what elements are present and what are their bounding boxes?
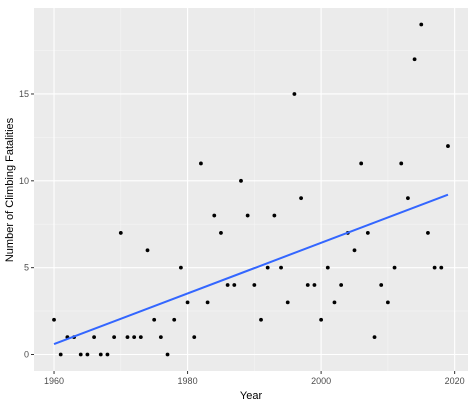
plot-panel	[34, 8, 468, 371]
data-point	[379, 283, 384, 287]
data-point	[85, 352, 90, 357]
data-point	[279, 265, 283, 270]
data-point	[138, 335, 143, 340]
x-tick-label: 2020	[445, 376, 465, 386]
data-point	[359, 161, 364, 166]
y-tick-label: 5	[24, 263, 29, 273]
data-point	[52, 317, 56, 322]
data-point	[112, 335, 117, 340]
data-point	[352, 248, 357, 253]
x-axis-title: Year	[240, 390, 263, 402]
y-tick-label: 10	[19, 176, 29, 186]
trend-line	[53, 193, 449, 346]
data-point	[239, 178, 243, 183]
data-point	[205, 300, 210, 305]
data-point	[332, 300, 337, 305]
data-point	[446, 144, 450, 148]
data-point	[118, 231, 123, 235]
data-point	[199, 161, 203, 166]
trend-line-group	[53, 193, 449, 346]
data-point	[432, 265, 437, 270]
y-tick-label: 15	[19, 89, 29, 99]
data-point	[78, 352, 83, 357]
data-point	[152, 317, 157, 322]
data-point	[219, 231, 223, 235]
data-point	[272, 213, 277, 218]
data-point	[252, 283, 257, 287]
y-axis-title: Number of Climbing Fatalities	[4, 117, 16, 262]
data-point	[125, 335, 130, 340]
data-point	[259, 317, 263, 322]
data-point	[172, 317, 177, 322]
data-point	[105, 352, 110, 357]
data-point	[426, 231, 430, 235]
data-point	[319, 317, 324, 322]
data-point	[185, 300, 190, 305]
data-point	[325, 265, 330, 270]
minor-gridlines	[34, 8, 468, 371]
major-gridlines	[34, 8, 468, 371]
data-point	[285, 300, 290, 305]
data-point	[305, 283, 310, 287]
data-point	[419, 22, 424, 27]
data-point	[339, 283, 344, 287]
data-point	[212, 213, 217, 218]
data-point	[245, 213, 250, 218]
x-tick-label: 1960	[44, 376, 64, 386]
data-point	[98, 352, 103, 357]
y-tick-label: 0	[24, 350, 29, 360]
data-point	[132, 335, 137, 340]
data-point	[225, 283, 230, 287]
data-point	[232, 283, 237, 287]
data-point	[192, 335, 197, 340]
data-point	[158, 335, 163, 340]
data-point	[265, 265, 270, 270]
data-point	[299, 196, 303, 201]
data-point	[365, 231, 370, 235]
data-point	[412, 57, 417, 62]
y-axis: 0 5 10 15	[19, 89, 34, 360]
data-point	[178, 265, 183, 270]
data-point	[292, 92, 297, 96]
x-tick-label: 1980	[178, 376, 198, 386]
data-point	[372, 335, 377, 340]
data-point	[165, 352, 170, 357]
data-point	[145, 248, 150, 253]
data-point	[92, 335, 96, 340]
data-point	[439, 265, 444, 270]
data-point	[399, 161, 404, 166]
data-point	[385, 300, 390, 305]
data-point	[312, 283, 317, 287]
data-point	[392, 265, 397, 270]
data-point	[58, 352, 63, 357]
x-tick-label: 2000	[311, 376, 331, 386]
data-point	[406, 196, 410, 201]
x-axis: 1960 1980 2000 2020	[44, 371, 465, 386]
